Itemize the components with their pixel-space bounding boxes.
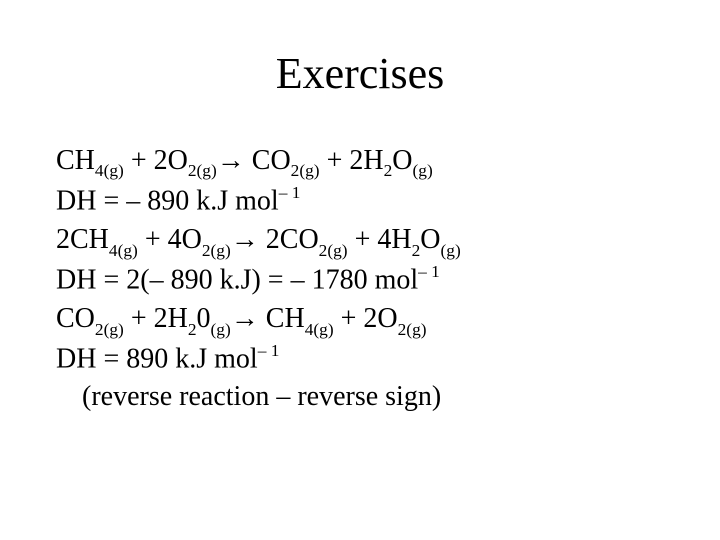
text-run: + 2O bbox=[124, 145, 188, 176]
subscript: 4(g) bbox=[305, 320, 334, 339]
text-run: D bbox=[56, 344, 76, 375]
text-run: + 2H bbox=[320, 145, 384, 176]
text-run: + 4O bbox=[138, 224, 202, 255]
subscript: (g) bbox=[441, 241, 461, 260]
subscript: 2(g) bbox=[291, 161, 320, 180]
superscript: – 1 bbox=[258, 341, 280, 360]
content-line: 2CH4(g) + 4O2(g)→ 2CO2(g) + 4H2O(g) bbox=[56, 220, 680, 261]
text-run: O bbox=[420, 224, 440, 255]
text-run: (reverse reaction – reverse sign) bbox=[82, 381, 441, 412]
superscript: – 1 bbox=[279, 183, 301, 202]
subscript: (g) bbox=[413, 161, 433, 180]
text-run: CH bbox=[259, 303, 305, 334]
text-run: H = 890 k.J mol bbox=[76, 344, 257, 375]
text-run: 0 bbox=[197, 303, 211, 334]
text-run: + 2H bbox=[124, 303, 188, 334]
arrow-icon: → bbox=[231, 223, 259, 254]
subscript: (g) bbox=[211, 320, 231, 339]
text-run: + 4H bbox=[348, 224, 412, 255]
text-run: O bbox=[392, 145, 412, 176]
subscript: 2(g) bbox=[95, 320, 124, 339]
text-run: CO bbox=[245, 145, 291, 176]
content-line: DH = – 890 k.J mol– 1 bbox=[56, 182, 680, 220]
text-run: D bbox=[56, 185, 76, 216]
content-line: CO2(g) + 2H20(g)→ CH4(g) + 2O2(g) bbox=[56, 299, 680, 340]
subscript: 4(g) bbox=[109, 241, 138, 260]
text-run: CO bbox=[56, 303, 95, 334]
text-run: H = 2(– 890 k.J) = – 1780 mol bbox=[76, 264, 418, 295]
subscript: 4(g) bbox=[95, 161, 124, 180]
superscript: – 1 bbox=[418, 262, 440, 281]
subscript: 2 bbox=[384, 161, 393, 180]
arrow-icon: → bbox=[231, 302, 259, 333]
content-line: DH = 2(– 890 k.J) = – 1780 mol– 1 bbox=[56, 261, 680, 299]
subscript: 2 bbox=[188, 320, 197, 339]
slide-title: Exercises bbox=[0, 48, 720, 99]
text-run: + 2O bbox=[334, 303, 398, 334]
text-run: 2CH bbox=[56, 224, 109, 255]
subscript: 2 bbox=[412, 241, 421, 260]
text-run: H = – 890 k.J mol bbox=[76, 185, 278, 216]
subscript: 2(g) bbox=[319, 241, 348, 260]
arrow-icon: → bbox=[217, 144, 245, 175]
slide: Exercises CH4(g) + 2O2(g)→ CO2(g) + 2H2O… bbox=[0, 0, 720, 540]
subscript: 2(g) bbox=[188, 161, 217, 180]
subscript: 2(g) bbox=[398, 320, 427, 339]
slide-content: CH4(g) + 2O2(g)→ CO2(g) + 2H2O(g)DH = – … bbox=[0, 141, 720, 416]
content-line: DH = 890 k.J mol– 1 bbox=[56, 340, 680, 378]
content-line: CH4(g) + 2O2(g)→ CO2(g) + 2H2O(g) bbox=[56, 141, 680, 182]
subscript: 2(g) bbox=[202, 241, 231, 260]
text-run: D bbox=[56, 264, 76, 295]
content-line: (reverse reaction – reverse sign) bbox=[56, 378, 680, 416]
text-run: 2CO bbox=[259, 224, 319, 255]
text-run: CH bbox=[56, 145, 95, 176]
